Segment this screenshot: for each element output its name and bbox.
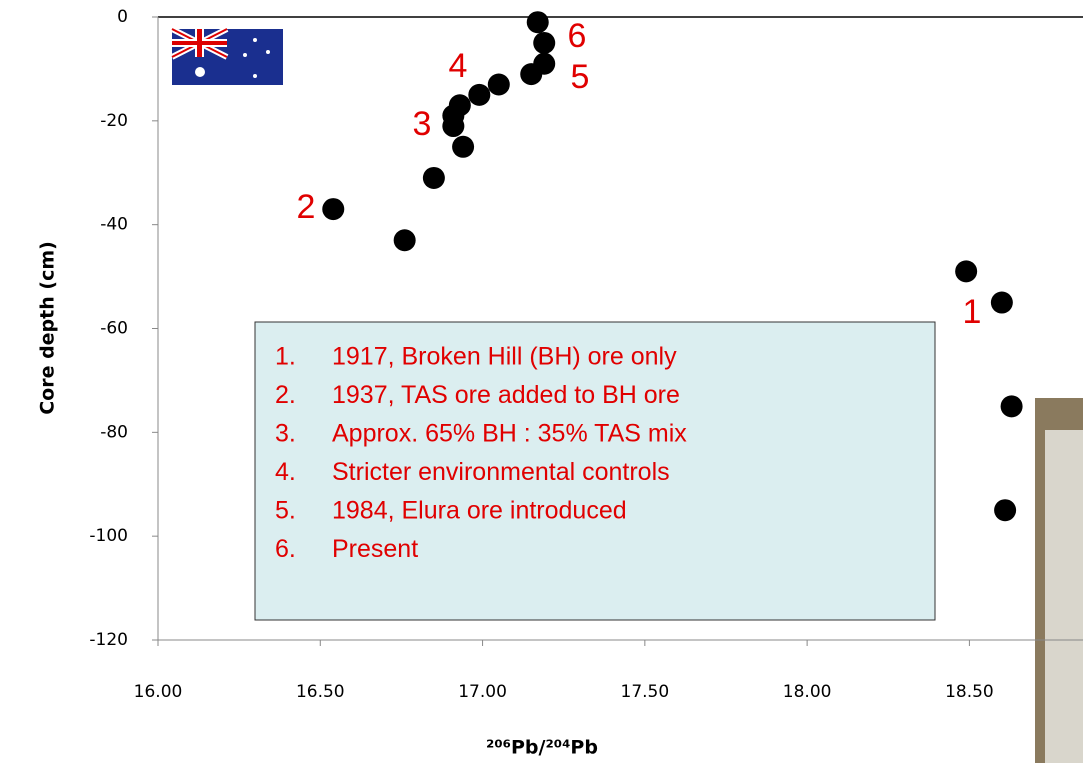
point xyxy=(990,291,1013,314)
point xyxy=(955,260,978,283)
point xyxy=(533,31,556,54)
y-tick-label: -40 xyxy=(100,215,128,235)
x-tick-label: 16.00 xyxy=(134,682,183,702)
note-number: 5. xyxy=(275,497,296,525)
annotation: 6 xyxy=(568,17,587,55)
x-tick-label: 16.50 xyxy=(296,682,345,702)
point xyxy=(322,198,345,221)
point xyxy=(442,115,465,138)
annotation: 2 xyxy=(297,188,316,226)
y-tick-label: -100 xyxy=(89,526,128,546)
point xyxy=(422,166,445,189)
flag xyxy=(170,26,283,85)
annotation: 5 xyxy=(571,58,590,96)
note-number: 2. xyxy=(275,381,296,409)
note-text: Approx. 65% BH : 35% TAS mix xyxy=(332,420,687,448)
note-text: 1984, Elura ore introduced xyxy=(332,497,627,525)
annotation: 3 xyxy=(413,105,432,143)
y-tick-label: -120 xyxy=(89,630,128,650)
note-number: 6. xyxy=(275,535,296,563)
note-number: 1. xyxy=(275,343,296,371)
point xyxy=(452,135,475,158)
photo-paper xyxy=(1045,430,1083,763)
x-axis-title: ²⁰⁶Pb/²⁰⁴Pb xyxy=(486,737,598,759)
point xyxy=(994,499,1017,522)
point xyxy=(1000,395,1023,418)
note-text: Present xyxy=(332,535,418,563)
point xyxy=(520,63,543,86)
note-text: 1917, Broken Hill (BH) ore only xyxy=(332,343,677,371)
point xyxy=(393,229,416,252)
annotation: 4 xyxy=(449,47,468,85)
y-axis-title: Core depth (cm) xyxy=(37,241,59,415)
x-tick-label: 18.00 xyxy=(783,682,832,702)
note-number: 4. xyxy=(275,458,296,486)
y-tick-label: -60 xyxy=(100,319,128,339)
y-tick-label: 0 xyxy=(117,7,128,27)
note-text: 1937, TAS ore added to BH ore xyxy=(332,381,680,409)
y-tick-label: -80 xyxy=(100,422,128,442)
point xyxy=(487,73,510,96)
point xyxy=(468,83,491,106)
x-tick-label: 17.50 xyxy=(621,682,670,702)
notes-box xyxy=(254,321,936,621)
point xyxy=(526,11,549,34)
note-text: Stricter environmental controls xyxy=(332,458,670,486)
annotation: 1 xyxy=(963,293,982,331)
y-tick-label: -20 xyxy=(100,111,128,131)
note-number: 3. xyxy=(275,420,296,448)
x-tick-label: 17.00 xyxy=(458,682,507,702)
x-tick-label: 18.50 xyxy=(945,682,994,702)
